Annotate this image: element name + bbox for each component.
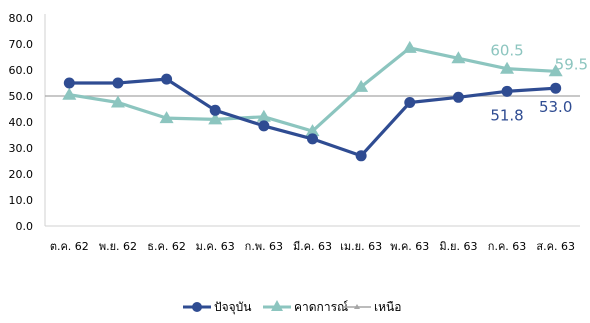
data-point xyxy=(258,120,270,132)
data-point xyxy=(500,61,515,74)
x-tick-label: ส.ค. 63 xyxy=(536,240,575,253)
data-point xyxy=(451,51,466,64)
y-tick-label: 80.0 xyxy=(9,12,34,25)
x-tick-label: ต.ค. 62 xyxy=(50,240,89,253)
x-tick-label: ธ.ค. 62 xyxy=(147,240,186,253)
legend: ปัจจุบัน คาดการณ์ เหนือ xyxy=(183,300,401,315)
data-point xyxy=(550,82,562,94)
series-layer xyxy=(62,40,563,162)
data-label-layer: 60.5 59.5 51.8 53.0 xyxy=(490,42,588,125)
x-tick-label: พ.ค. 63 xyxy=(390,240,429,253)
x-tick-label: ก.ค. 63 xyxy=(488,240,527,253)
y-tick-label: 0.0 xyxy=(16,220,34,233)
data-point xyxy=(548,64,563,77)
legend-label: เหนือ xyxy=(374,300,401,314)
legend-marker xyxy=(271,300,283,311)
data-point xyxy=(209,104,221,116)
data-point xyxy=(404,97,416,108)
y-tick-label: 60.0 xyxy=(9,64,34,77)
data-point xyxy=(501,85,513,97)
x-tick-label: มี.ค. 63 xyxy=(293,240,332,253)
legend-label: คาดการณ์ xyxy=(294,300,348,314)
data-label: 59.5 xyxy=(555,55,588,73)
x-tick-label: ก.พ. 63 xyxy=(245,240,283,253)
data-point xyxy=(402,40,417,53)
series-line xyxy=(69,46,556,133)
data-point xyxy=(305,124,320,137)
x-tick-label: มิ.ย. 63 xyxy=(439,240,477,253)
data-point xyxy=(355,150,367,162)
data-label: 51.8 xyxy=(490,106,523,124)
data-point xyxy=(112,77,124,89)
legend-marker xyxy=(192,302,202,312)
legend-label: ปัจจุบัน xyxy=(214,300,252,315)
y-tick-label: 40.0 xyxy=(9,116,34,129)
data-point xyxy=(159,111,174,124)
legend-marker xyxy=(354,304,360,309)
data-point xyxy=(110,95,125,108)
x-tick-label: พ.ย. 62 xyxy=(99,240,137,253)
y-tick-label: 10.0 xyxy=(9,194,34,207)
y-tick-label: 50.0 xyxy=(9,90,34,103)
data-point xyxy=(161,73,173,85)
data-label: 60.5 xyxy=(490,42,523,60)
data-point xyxy=(452,91,464,103)
data-point xyxy=(63,77,75,89)
x-tick-label: ม.ค. 63 xyxy=(196,240,235,253)
y-tick-label: 20.0 xyxy=(9,168,34,181)
data-point xyxy=(307,133,318,145)
y-tick-label: 70.0 xyxy=(9,38,34,51)
y-tick-label: 30.0 xyxy=(9,142,34,155)
data-point xyxy=(354,79,369,92)
data-point xyxy=(208,112,223,125)
x-tick-label: เม.ย. 63 xyxy=(340,240,382,253)
axis-layer: 0.0 10.0 20.0 30.0 40.0 50.0 60.0 70.0 80.0 ต.ค. … xyxy=(9,12,580,253)
data-point xyxy=(62,87,77,100)
data-label: 53.0 xyxy=(539,98,572,116)
data-point xyxy=(256,109,271,122)
